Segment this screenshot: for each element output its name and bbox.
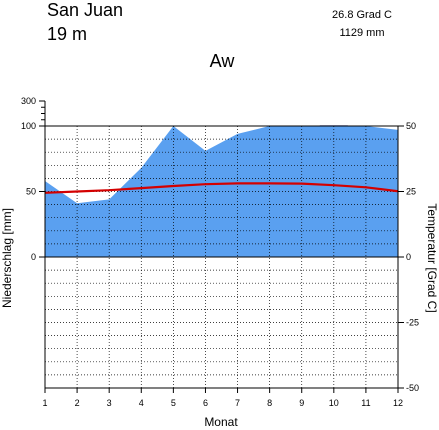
station-name: San Juan — [47, 0, 123, 20]
left-tick-label: 100 — [21, 121, 36, 131]
right-tick-label: 0 — [406, 252, 411, 262]
y-axis-right-label: Temperatur [Grad C] — [425, 203, 439, 312]
annual-precipitation: 1129 mm — [339, 27, 384, 39]
x-tick-label: 12 — [393, 398, 403, 408]
right-tick-label: 50 — [406, 121, 416, 131]
x-tick-label: 9 — [299, 398, 304, 408]
x-tick-label: 3 — [107, 398, 112, 408]
x-tick-label: 4 — [139, 398, 144, 408]
mean-temperature: 26.8 Grad C — [332, 9, 392, 21]
x-tick-label: 8 — [267, 398, 272, 408]
y-axis-left-label: Niederschlag [mm] — [0, 208, 14, 308]
climate-classification: Aw — [210, 51, 236, 71]
grid — [45, 126, 398, 388]
x-tick-label: 7 — [235, 398, 240, 408]
x-tick-label: 11 — [361, 398, 370, 408]
right-tick-label: 25 — [406, 187, 416, 197]
x-axis-label: Monat — [204, 415, 238, 429]
temperature-line-layer — [44, 182, 399, 194]
temperature-line — [44, 182, 399, 194]
x-tick-label: 5 — [171, 398, 176, 408]
right-tick-label: -25 — [406, 318, 419, 328]
station-elevation: 19 m — [47, 24, 87, 44]
left-tick-label: 50 — [26, 187, 36, 197]
x-tick-label: 2 — [75, 398, 80, 408]
precipitation-area — [45, 126, 398, 257]
x-tick-label: 6 — [203, 398, 208, 408]
left-tick-label: 0 — [31, 252, 36, 262]
x-tick-label: 10 — [329, 398, 339, 408]
right-tick-label: -50 — [406, 383, 419, 393]
x-tick-label: 1 — [42, 398, 47, 408]
axes — [41, 101, 399, 389]
left-tick-label: 300 — [21, 96, 36, 106]
